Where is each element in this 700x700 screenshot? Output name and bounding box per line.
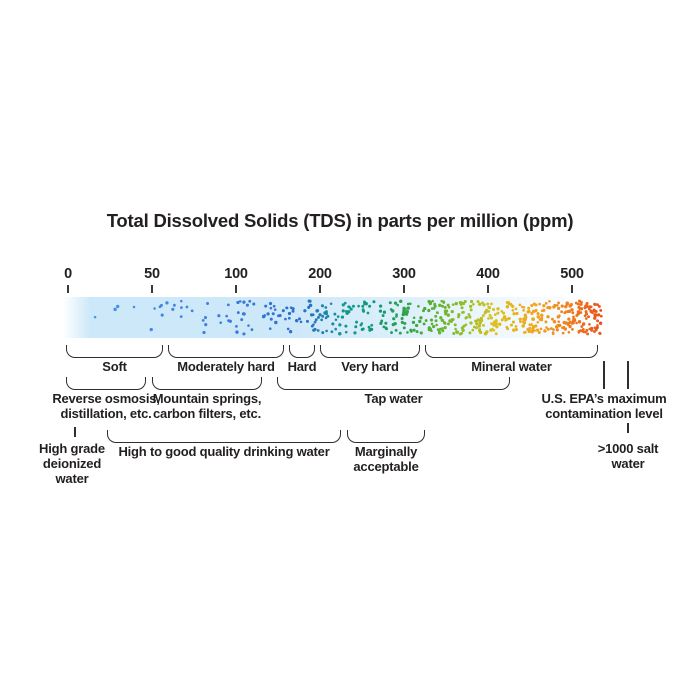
axis-tick-500	[571, 285, 573, 293]
leader-line-epa-max-1	[603, 361, 605, 389]
leader-line-epa-max-2	[627, 361, 629, 389]
bracket-marginal	[347, 430, 425, 443]
bracket-hard	[289, 345, 315, 358]
label-line: High grade	[39, 441, 105, 456]
axis-label-0: 0	[64, 266, 72, 282]
axis-label-100: 100	[224, 266, 248, 282]
label-line: High to good quality drinking water	[118, 444, 330, 459]
bracket-moderately-hard	[168, 345, 284, 358]
label-line: carbon filters, etc.	[153, 406, 261, 421]
chart-title: Total Dissolved Solids (TDS) in parts pe…	[106, 210, 574, 231]
axis-tick-300	[403, 285, 405, 293]
label-salt-water: >1000 salt water	[598, 441, 659, 471]
label-line: deionized	[42, 456, 102, 471]
label-line: Mountain springs,	[152, 391, 262, 406]
label-line: distillation, etc.	[60, 406, 152, 421]
label-line: water	[611, 456, 645, 471]
bracket-mountain-springs	[152, 377, 262, 390]
label-line: acceptable	[353, 459, 419, 474]
label-epa-max: U.S. EPA’s maximum contamination level	[541, 391, 666, 421]
axis-label-500: 500	[560, 266, 584, 282]
label-line: Hard	[287, 359, 317, 374]
label-drinking-water: High to good quality drinking water	[118, 444, 329, 459]
axis-tick-200	[319, 285, 321, 293]
label-line: Moderately hard	[177, 359, 275, 374]
axis-label-50: 50	[144, 266, 160, 282]
bracket-soft	[66, 345, 163, 358]
label-hard: Hard	[288, 359, 317, 374]
label-line: >1000 salt	[597, 441, 659, 456]
bracket-tap-water	[277, 377, 510, 390]
bracket-drinking-water	[107, 430, 341, 443]
label-line: Very hard	[341, 359, 399, 374]
label-reverse-osmosis: Reverse osmosis, distillation, etc.	[52, 391, 160, 421]
label-line: contamination level	[545, 406, 663, 421]
axis-tick-50	[151, 285, 153, 293]
label-mineral-water: Mineral water	[471, 359, 552, 374]
dot-density-field	[63, 297, 607, 338]
axis-tick-100	[235, 285, 237, 293]
label-line: Mineral water	[471, 359, 552, 374]
label-line: Reverse osmosis,	[52, 391, 160, 406]
axis-label-200: 200	[308, 266, 332, 282]
label-line: Marginally	[354, 444, 418, 459]
label-moderately-hard: Moderately hard	[177, 359, 275, 374]
label-deionized: High grade deionized water	[39, 441, 105, 486]
gradient-band	[63, 297, 607, 338]
axis-tick-400	[487, 285, 489, 293]
axis-label-300: 300	[392, 266, 416, 282]
axis-label-400: 400	[476, 266, 500, 282]
label-line: Tap water	[364, 391, 423, 406]
label-marginal: Marginally acceptable	[353, 444, 418, 474]
label-mountain-springs: Mountain springs, carbon filters, etc.	[153, 391, 262, 421]
label-line: U.S. EPA’s maximum	[541, 391, 667, 406]
label-soft: Soft	[102, 359, 127, 374]
label-line: water	[55, 471, 89, 486]
label-line: Soft	[102, 359, 127, 374]
leader-line-deionized	[74, 427, 76, 437]
axis-tick-0	[67, 285, 69, 293]
bracket-reverse-osmosis	[66, 377, 146, 390]
label-tap-water: Tap water	[365, 391, 423, 406]
bracket-very-hard	[320, 345, 420, 358]
label-very-hard: Very hard	[341, 359, 399, 374]
bracket-mineral-water	[425, 345, 598, 358]
leader-line-salt-water	[627, 423, 629, 433]
